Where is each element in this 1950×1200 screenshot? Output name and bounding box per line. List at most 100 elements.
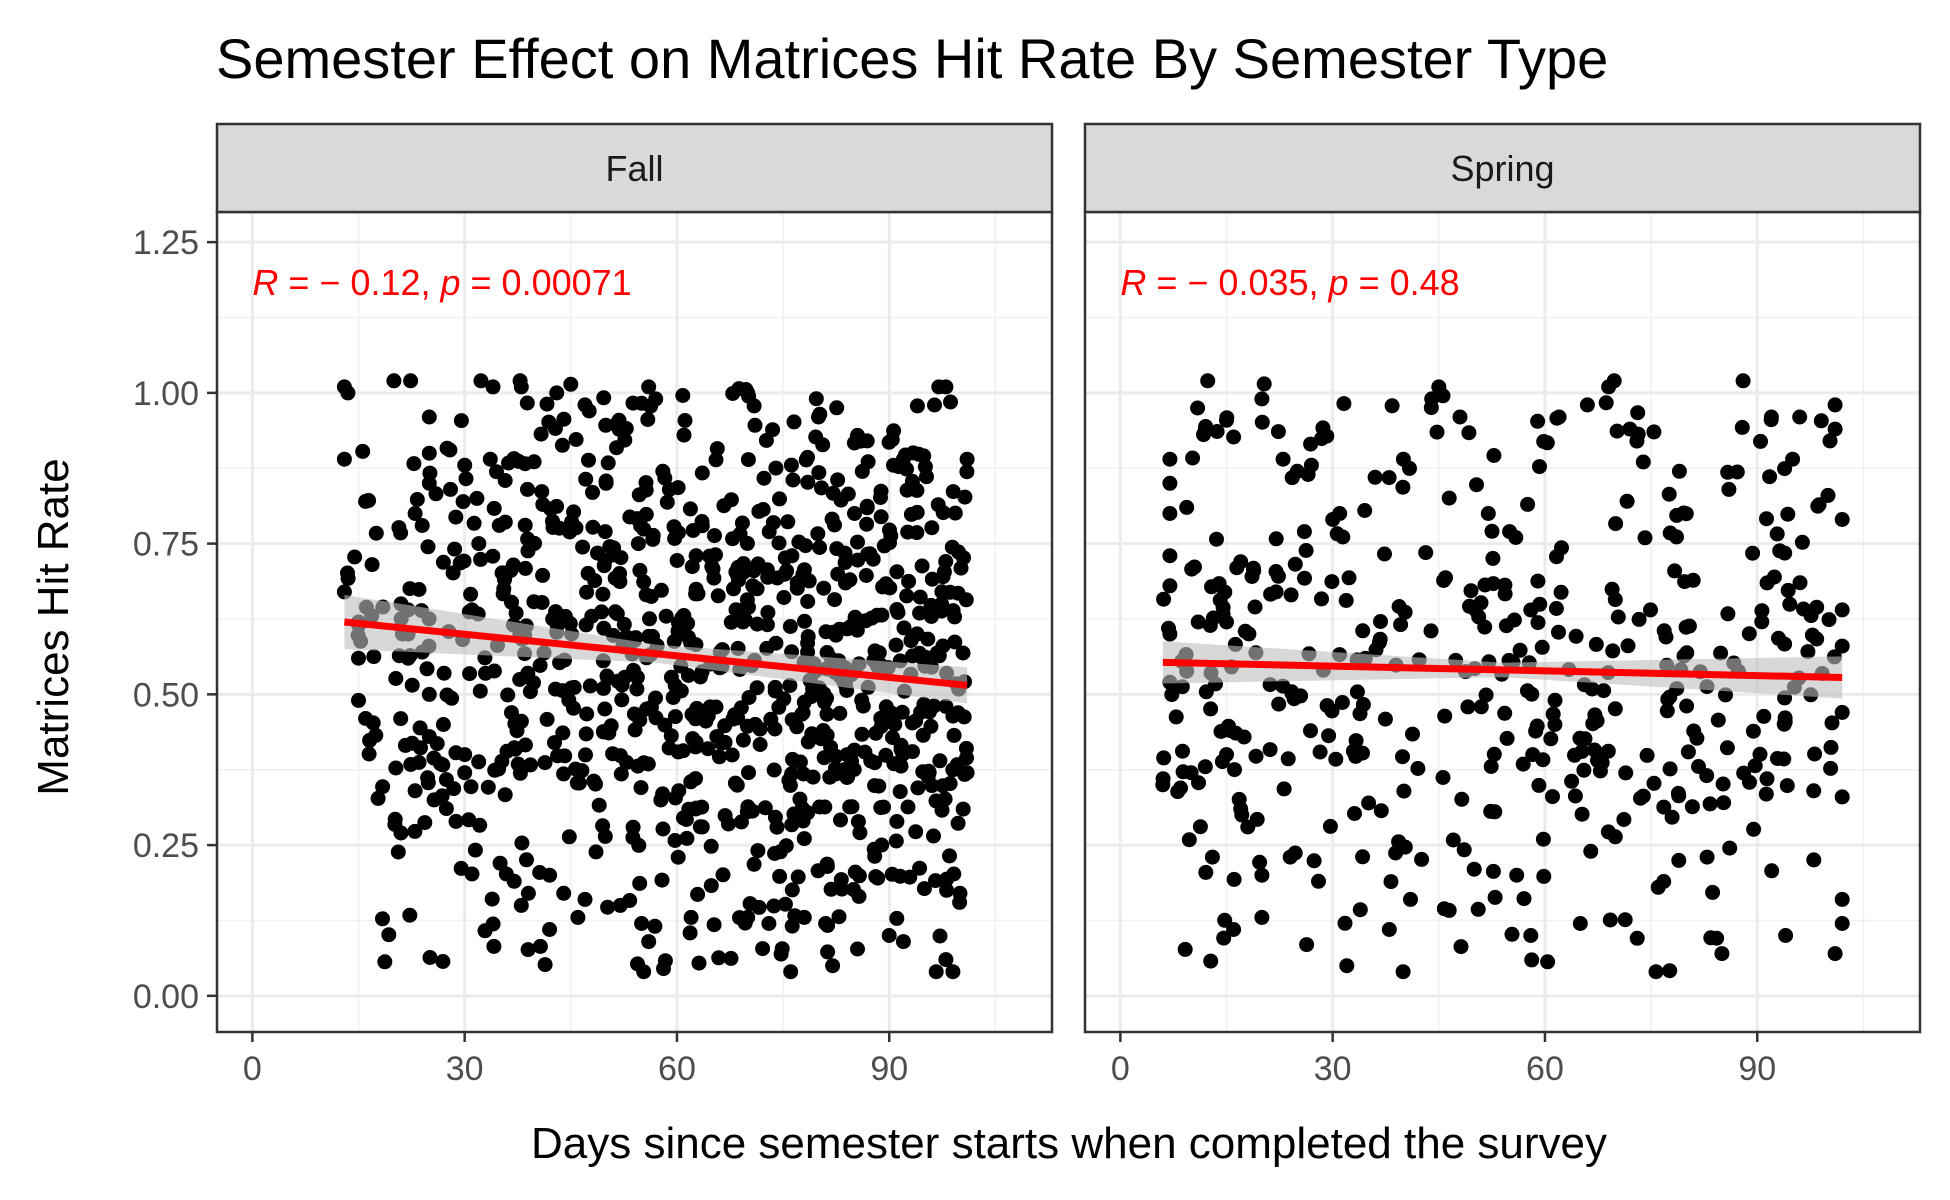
data-point [486,938,502,954]
data-point [642,611,657,627]
data-point [745,578,761,594]
data-point [666,633,682,649]
data-point [601,725,617,741]
data-point [1605,643,1621,659]
data-point [1393,617,1409,633]
data-point [1699,768,1715,784]
data-point [533,426,549,442]
data-point [607,570,623,586]
data-point [1198,864,1214,880]
data-point [913,704,929,720]
data-point [519,395,535,411]
data-point [886,423,902,439]
data-point [833,492,849,508]
data-point [1821,612,1837,628]
data-point [1834,638,1850,654]
data-point [595,586,611,602]
data-point [586,773,602,789]
data-point [403,373,419,389]
data-point [1660,691,1676,707]
data-point [1574,806,1590,822]
data-point [1656,799,1672,815]
data-point [1806,783,1822,799]
data-point [740,909,756,925]
data-point [1736,765,1752,781]
data-point [773,946,789,962]
data-point [550,748,566,764]
data-point [1635,454,1651,470]
data-point [629,681,645,697]
data-point [876,799,891,815]
data-point [667,678,683,693]
data-point [727,775,743,791]
data-point [1460,699,1476,715]
data-point [1536,868,1552,884]
data-point [950,705,966,721]
data-point [1410,761,1426,776]
data-point [1454,791,1470,807]
data-point [1519,683,1535,699]
data-point [526,454,542,470]
data-point [517,560,533,576]
data-point [1156,750,1172,766]
data-point [1763,409,1779,425]
data-point [387,811,403,827]
facet-label: Spring [1450,148,1554,189]
data-point [947,634,963,650]
data-point [514,835,530,851]
data-point [1282,849,1298,865]
regression-line [344,618,968,689]
data-point [1778,928,1794,943]
data-point [1823,739,1839,755]
data-point [599,668,615,684]
data-point [439,687,455,703]
data-point [1827,421,1843,437]
x-tick-label: 60 [658,1050,696,1088]
data-point [336,451,352,467]
data-point [463,779,479,795]
data-point [825,958,841,974]
data-point [685,731,701,747]
data-point [1436,573,1452,588]
data-point [784,882,800,898]
data-point [888,637,904,653]
data-point [596,680,611,696]
data-point [351,650,366,666]
data-point [421,409,437,425]
data-point [1256,376,1272,392]
data-point [1662,963,1678,979]
data-point [534,484,550,500]
data-point [364,557,380,573]
data-point [827,592,843,608]
data-point [368,525,384,541]
data-point [1530,573,1546,589]
data-point [598,417,614,433]
x-tick-label: 90 [870,1050,908,1088]
regression-line [1162,658,1843,681]
data-point [1222,723,1238,738]
data-point [1155,777,1171,793]
data-point [1192,819,1208,835]
data-point [471,754,487,770]
data-point [725,531,741,547]
data-point [740,452,756,468]
data-point [1377,546,1392,562]
confidence-band [344,594,968,704]
data-point [609,440,624,456]
annotation-part: p [1328,262,1349,303]
data-point [741,765,756,781]
y-tick-label: 0.50 [133,676,199,714]
data-point [1324,574,1340,590]
data-point [1280,751,1296,767]
data-point [714,735,730,751]
data-point [854,726,870,742]
data-point [818,624,834,640]
data-point [1164,687,1180,703]
data-point [847,506,862,521]
data-point [579,706,595,722]
data-point [1396,783,1412,799]
data-point [1671,852,1687,868]
data-point [435,554,451,570]
data-point [679,830,695,846]
data-point [783,457,799,473]
